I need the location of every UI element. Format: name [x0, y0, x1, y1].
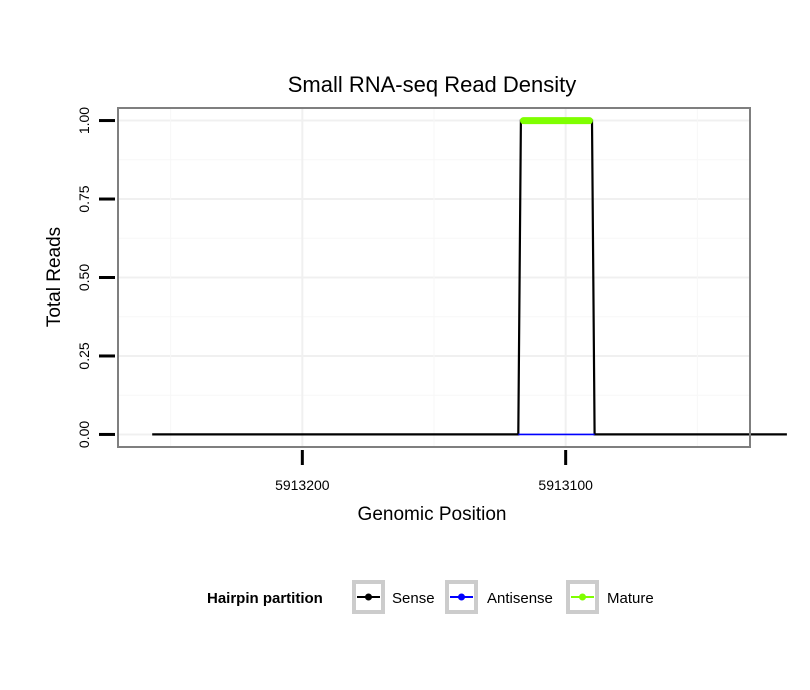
legend-item-sense: Sense: [352, 580, 435, 614]
grid-lines: [118, 108, 750, 447]
legend-label-sense: Sense: [392, 590, 435, 607]
y-tick-label: 1.00: [76, 107, 92, 134]
legend-item-mature: Mature: [566, 580, 654, 614]
y-tick-label: 0.25: [76, 342, 92, 369]
legend-key-mature-point: [579, 593, 586, 601]
legend: Hairpin partition Sense Antisense Mature: [207, 580, 654, 614]
y-axis-ticks: 0.00 0.25 0.50 0.75 1.00: [76, 107, 115, 448]
y-tick-label: 0.00: [76, 421, 92, 448]
plot-panel: [117, 107, 787, 448]
x-axis-title: Genomic Position: [358, 504, 507, 525]
legend-label-mature: Mature: [607, 590, 654, 607]
legend-key-box: [445, 580, 478, 614]
x-tick-label: 5913200: [275, 477, 330, 493]
legend-key-sense-point: [365, 593, 372, 601]
x-axis-ticks: 5913200 5913100: [275, 450, 593, 493]
legend-key-antisense-point: [458, 593, 465, 601]
chart-title: Small RNA-seq Read Density: [288, 72, 577, 97]
x-tick-label: 5913100: [538, 477, 593, 493]
legend-label-antisense: Antisense: [487, 590, 553, 607]
legend-item-antisense: Antisense: [445, 580, 553, 614]
y-tick-label: 0.50: [76, 264, 92, 291]
panel-border: [117, 107, 751, 448]
series-lines: [152, 117, 787, 436]
legend-title: Hairpin partition: [207, 590, 323, 607]
y-axis-title: Total Reads: [44, 227, 65, 327]
y-tick-label: 0.75: [76, 185, 92, 212]
